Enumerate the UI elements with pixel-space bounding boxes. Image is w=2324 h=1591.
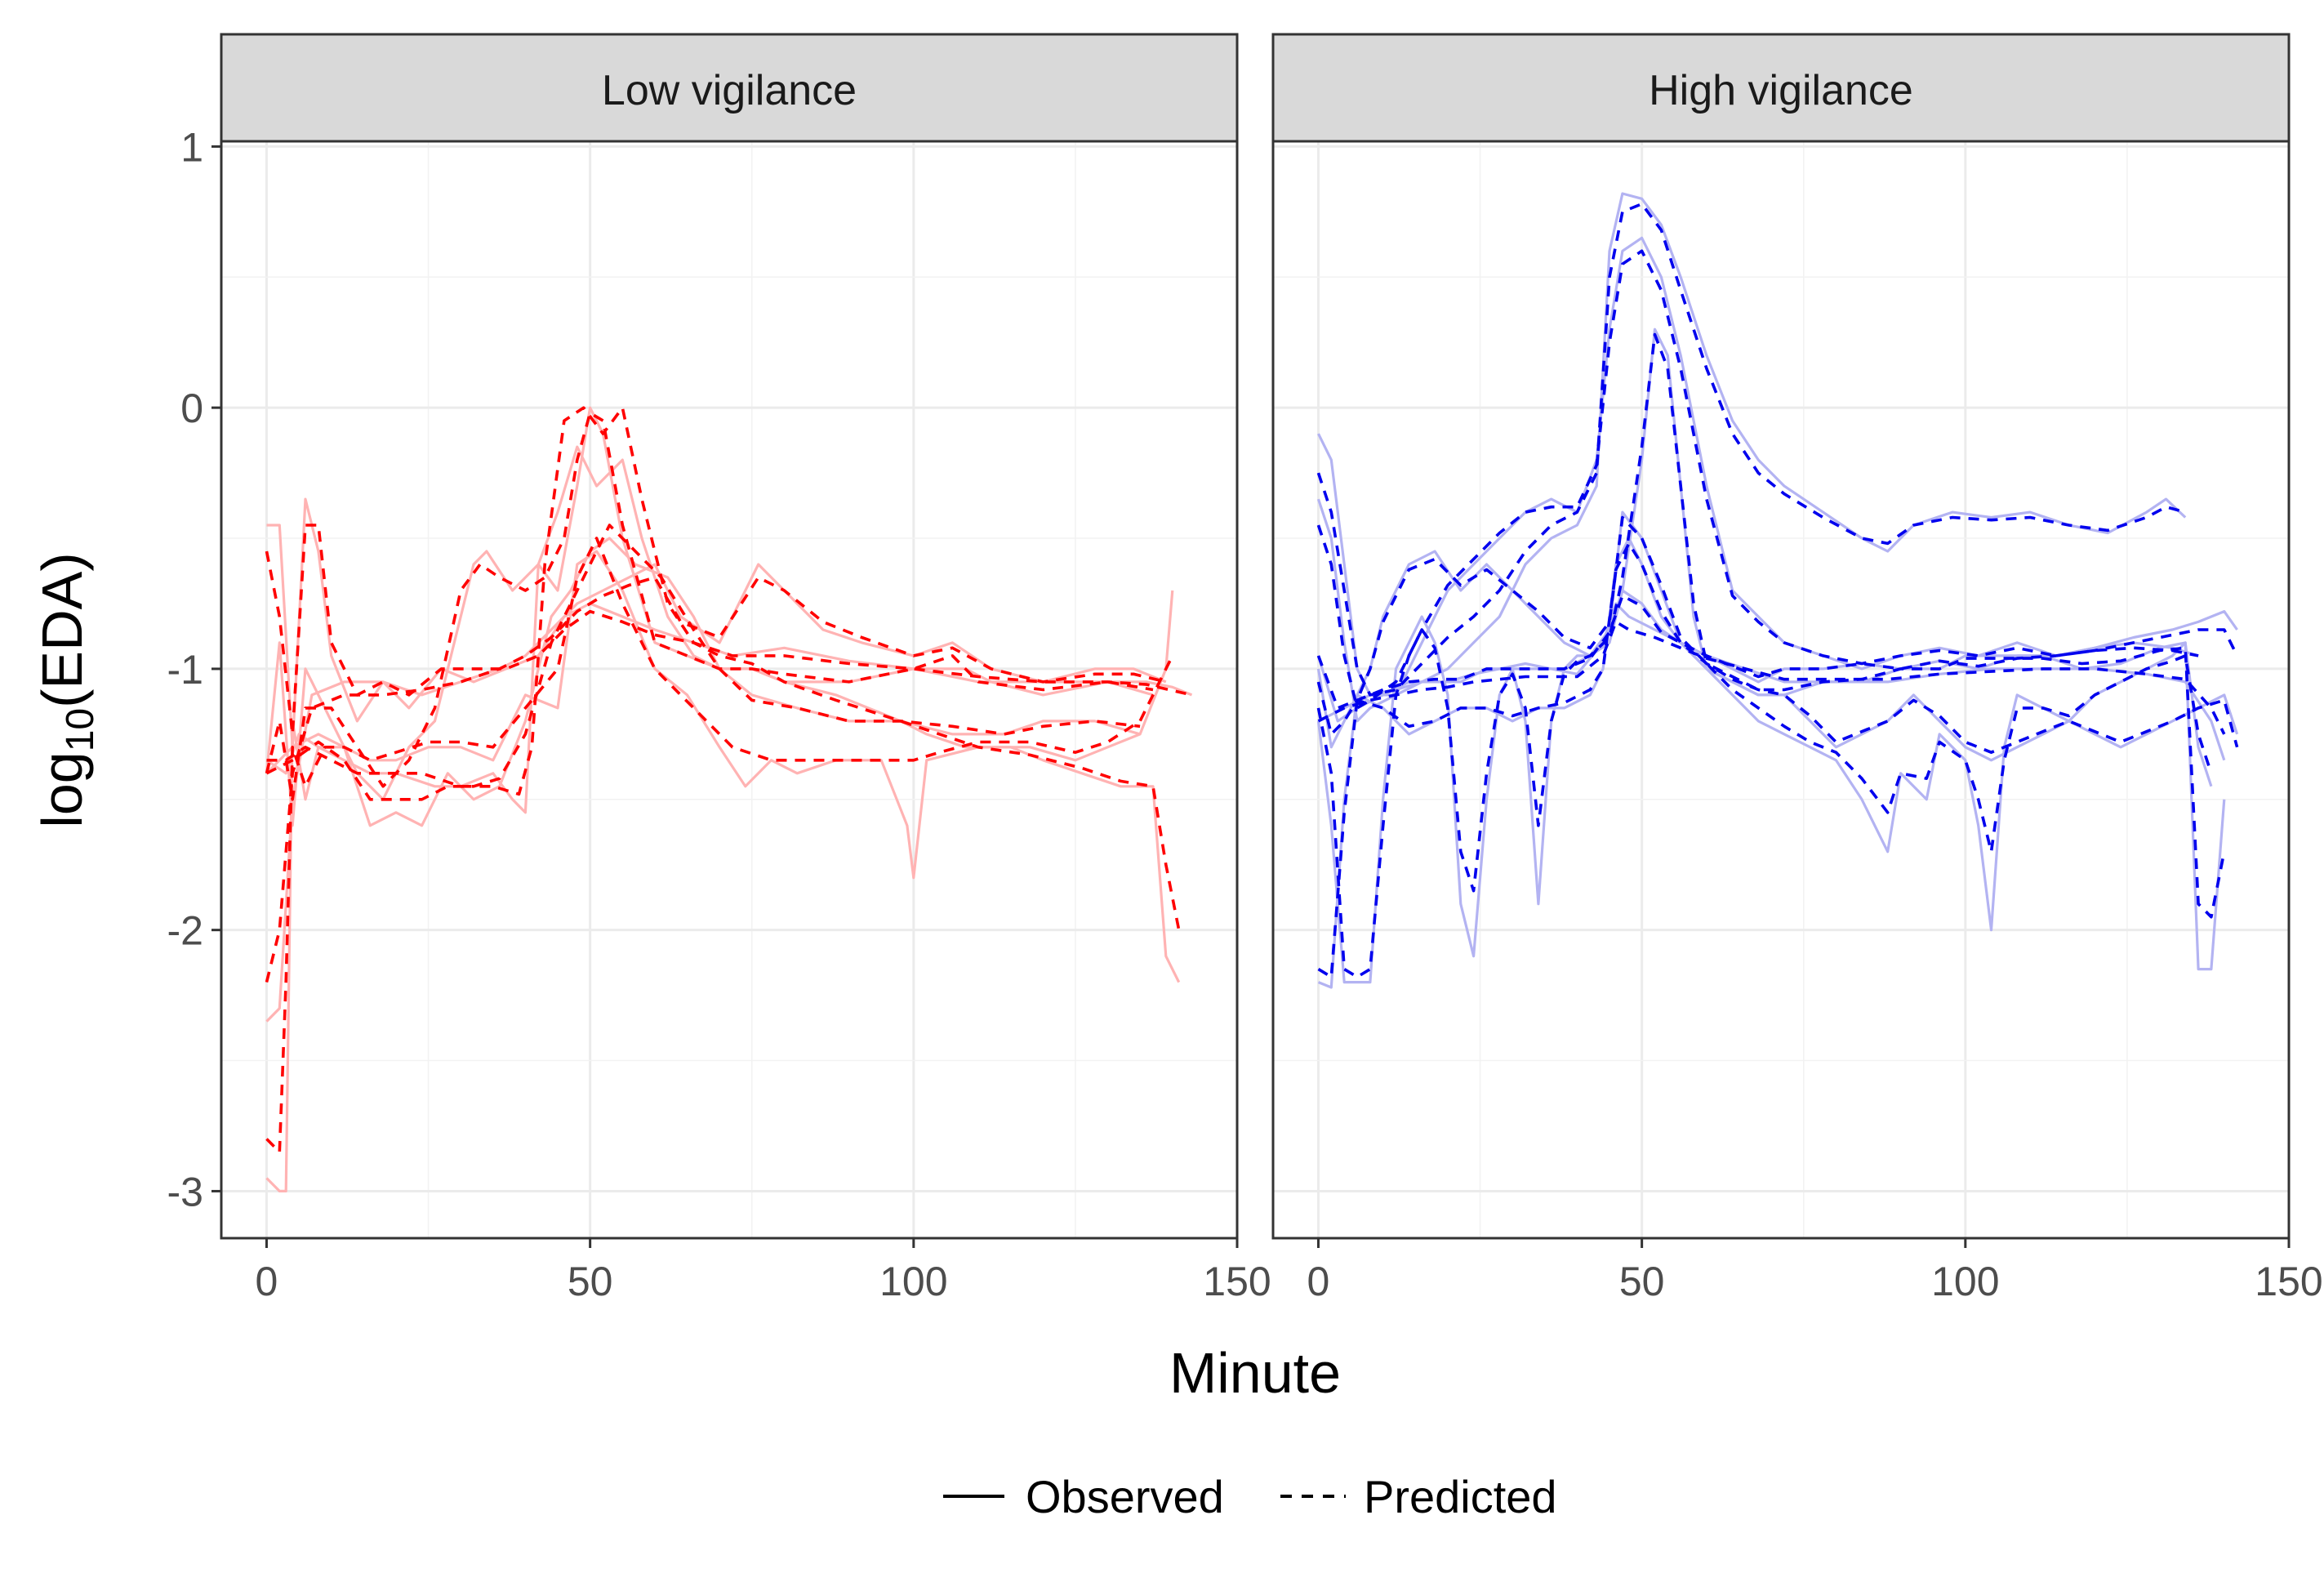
- x-tick-label: 100: [879, 1259, 947, 1304]
- x-axis-ticks: 0 50 100 150: [1307, 1238, 2323, 1304]
- predicted-line-4: [265, 537, 1174, 1154]
- panel-strip: [1271, 33, 2291, 143]
- predicted-line-3: [1316, 332, 2213, 978]
- predicted-line-6: [265, 576, 1167, 983]
- panel-low-vigilance: Low vigilance 0 50 100 150 1 0 -1 -2 -3: [167, 33, 1271, 1304]
- x-axis-title: Minute: [1169, 1341, 1341, 1405]
- observed-line-3: [1316, 328, 2213, 984]
- legend-label-observed: Observed: [1026, 1471, 1224, 1522]
- x-tick-label: 0: [1307, 1259, 1330, 1304]
- panel-title: High vigilance: [1649, 67, 1913, 114]
- predicted-line-1: [265, 524, 1192, 736]
- legend: Observed Predicted: [943, 1471, 1557, 1522]
- y-axis-ticks: 1 0 -1 -2 -3: [167, 124, 221, 1214]
- x-axis-ticks: 0 50 100 150: [256, 1238, 1271, 1304]
- legend-label-predicted: Predicted: [1364, 1471, 1557, 1522]
- y-tick-label: 0: [180, 385, 203, 431]
- observed-line-1: [1317, 192, 2187, 697]
- predicted-line-5: [1316, 541, 2239, 754]
- y-axis-title-base: log: [30, 751, 94, 827]
- predicted-line-6: [1316, 594, 2239, 710]
- panel-title: Low vigilance: [602, 67, 857, 114]
- y-axis-title: log10(EDA): [30, 552, 102, 827]
- predicted-series-group: [1316, 202, 2239, 978]
- predicted-line-3: [266, 406, 1181, 931]
- x-tick-label: 100: [1931, 1259, 1999, 1304]
- predicted-line-2: [265, 411, 1154, 801]
- observed-line-6: [265, 563, 1167, 1023]
- y-axis-title-rest: (EDA): [30, 552, 94, 708]
- x-tick-label: 50: [1619, 1259, 1665, 1304]
- observed-line-2: [1316, 236, 2199, 723]
- x-tick-label: 0: [256, 1259, 278, 1304]
- predicted-line-1: [1316, 202, 2186, 697]
- y-tick-label: -3: [167, 1169, 203, 1214]
- x-tick-label: 50: [568, 1259, 613, 1304]
- observed-line-3: [265, 445, 1181, 983]
- panel-border: [1271, 140, 2291, 1240]
- predicted-line-4: [1317, 515, 2226, 978]
- predicted-line-7: [1317, 620, 2226, 735]
- y-tick-label: -1: [167, 647, 203, 693]
- y-tick-label: 1: [180, 124, 203, 170]
- x-tick-label: 150: [2255, 1259, 2322, 1304]
- y-axis-title-subscript: 10: [59, 708, 102, 751]
- predicted-line-5: [265, 524, 1141, 801]
- predicted-series-group: [265, 406, 1192, 1154]
- y-tick-label: -2: [167, 908, 203, 954]
- panel-high-vigilance: High vigilance 0 50 100 150: [1271, 33, 2323, 1304]
- x-tick-label: 150: [1203, 1259, 1271, 1304]
- panel-strip: [220, 33, 1239, 143]
- panel-border: [220, 140, 1239, 1240]
- observed-line-4: [265, 550, 1174, 1192]
